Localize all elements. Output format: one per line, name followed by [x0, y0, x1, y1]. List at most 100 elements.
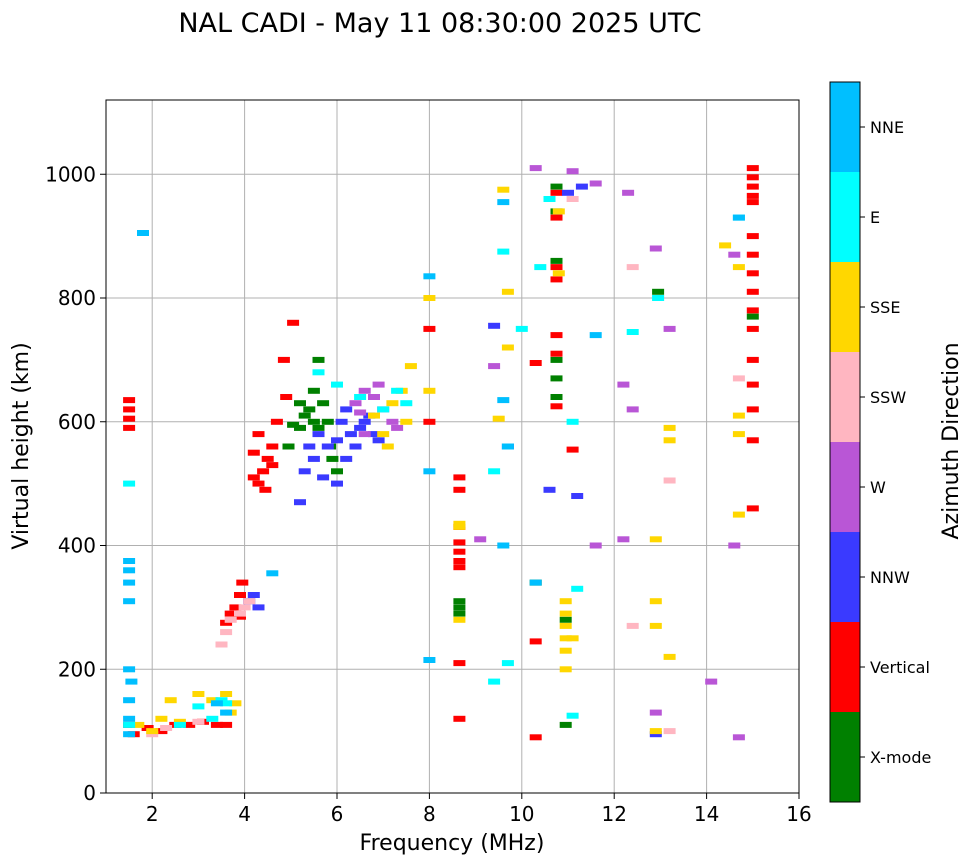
data-point — [234, 610, 246, 617]
data-point — [277, 356, 290, 363]
data-point — [453, 598, 466, 605]
data-point — [368, 412, 380, 419]
data-point — [183, 721, 196, 728]
data-point — [534, 264, 547, 271]
data-points — [123, 165, 759, 741]
data-point — [252, 604, 265, 611]
data-point — [550, 276, 563, 283]
data-point — [746, 165, 759, 172]
data-point — [123, 424, 136, 431]
data-point — [312, 424, 325, 431]
data-point — [298, 468, 311, 475]
data-point — [423, 468, 436, 475]
data-point — [423, 418, 436, 425]
y-tick-label: 0 — [83, 781, 96, 805]
data-point — [566, 446, 579, 453]
data-point — [626, 264, 639, 271]
data-point — [529, 638, 542, 645]
data-point — [259, 486, 272, 493]
data-point — [497, 397, 510, 404]
data-point — [626, 406, 639, 413]
data-point — [368, 394, 380, 400]
data-point — [529, 734, 542, 741]
data-point — [626, 622, 639, 629]
data-point — [307, 455, 320, 462]
data-point — [173, 721, 186, 728]
data-point — [123, 397, 136, 404]
data-point — [215, 641, 228, 648]
data-point — [663, 437, 676, 444]
data-point — [192, 691, 205, 697]
data-point — [317, 400, 330, 407]
data-point — [663, 424, 676, 431]
data-point — [137, 230, 149, 236]
data-point — [497, 186, 510, 193]
data-point — [220, 721, 233, 728]
data-point — [552, 208, 565, 215]
data-point — [453, 520, 466, 527]
data-point — [617, 381, 630, 388]
data-point — [340, 455, 353, 462]
data-point — [617, 536, 630, 543]
data-point — [266, 462, 279, 469]
data-point — [391, 424, 404, 431]
data-point — [453, 564, 466, 571]
data-point — [321, 418, 334, 425]
data-point — [146, 731, 159, 738]
data-point — [266, 443, 279, 450]
data-point — [123, 558, 136, 564]
data-point — [238, 604, 251, 611]
data-point — [287, 319, 300, 326]
data-point — [746, 406, 759, 413]
data-point — [294, 499, 306, 506]
data-point — [453, 548, 466, 555]
data-point — [552, 270, 565, 277]
data-point — [132, 721, 145, 728]
data-point — [423, 657, 436, 663]
data-point — [746, 270, 759, 277]
data-point — [589, 180, 602, 187]
data-point — [571, 493, 584, 499]
colorbar-segment — [830, 622, 860, 712]
data-point — [155, 715, 168, 722]
data-point — [349, 443, 362, 450]
colorbar-tick-label: E — [870, 208, 880, 227]
data-point — [164, 697, 177, 704]
data-point — [354, 394, 367, 400]
data-point — [298, 412, 311, 419]
data-point — [125, 678, 138, 685]
x-tick-label: 8 — [423, 802, 436, 826]
data-point — [344, 431, 357, 438]
data-point — [453, 616, 466, 623]
data-point — [559, 666, 572, 673]
series-vertical — [123, 165, 759, 741]
data-point — [173, 718, 186, 725]
y-tick-label: 600 — [58, 410, 96, 434]
colorbar-frame — [829, 81, 861, 803]
data-point — [559, 721, 572, 728]
data-point — [501, 344, 514, 351]
data-point — [453, 523, 466, 530]
data-point — [220, 629, 233, 636]
data-point — [550, 183, 563, 190]
data-point — [559, 622, 572, 629]
colorbar-tick-label: W — [870, 478, 886, 497]
data-point — [404, 363, 417, 370]
x-tick-label: 16 — [786, 802, 811, 826]
x-axis: 2 4 6 8 10 12 14 16 — [146, 793, 812, 826]
data-point — [652, 288, 665, 295]
data-point — [746, 381, 759, 388]
data-point — [224, 610, 237, 617]
data-point — [234, 592, 246, 598]
data-point — [358, 418, 371, 425]
data-point — [746, 505, 759, 512]
data-point — [746, 199, 759, 206]
data-point — [236, 579, 249, 586]
data-point — [252, 480, 265, 487]
data-point — [123, 721, 136, 728]
data-point — [453, 474, 466, 481]
data-point — [123, 406, 136, 413]
data-point — [123, 715, 136, 722]
colorbar-segment — [830, 172, 860, 262]
data-point — [543, 196, 556, 202]
